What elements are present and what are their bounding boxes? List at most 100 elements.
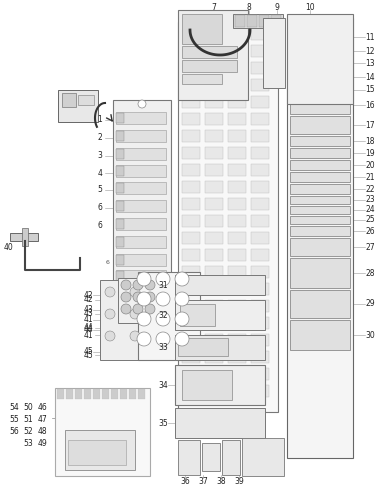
- Text: 45: 45: [83, 350, 93, 360]
- Text: 40: 40: [3, 244, 13, 252]
- Bar: [228, 198, 246, 210]
- Circle shape: [137, 332, 151, 346]
- Bar: [205, 96, 223, 108]
- Text: 35: 35: [158, 419, 168, 428]
- Bar: [205, 317, 223, 329]
- Bar: [182, 215, 200, 227]
- Text: 45: 45: [83, 347, 93, 357]
- Bar: [290, 160, 350, 170]
- Bar: [205, 368, 223, 380]
- Text: 44: 44: [83, 326, 93, 335]
- Bar: [58, 90, 98, 122]
- Bar: [182, 266, 200, 278]
- Circle shape: [175, 292, 189, 306]
- Bar: [290, 70, 350, 84]
- Bar: [228, 164, 246, 176]
- Bar: [116, 254, 166, 266]
- Text: 44: 44: [83, 324, 93, 333]
- Bar: [228, 181, 246, 193]
- Bar: [182, 74, 222, 84]
- Bar: [116, 148, 166, 160]
- Text: 33: 33: [158, 342, 168, 351]
- Text: 53: 53: [23, 439, 33, 449]
- Bar: [116, 218, 166, 230]
- Bar: [228, 351, 246, 363]
- Bar: [118, 278, 166, 323]
- Text: 36: 36: [180, 476, 190, 486]
- Bar: [205, 351, 223, 363]
- Bar: [182, 62, 200, 74]
- Text: 15: 15: [365, 86, 375, 94]
- Bar: [228, 45, 246, 57]
- Text: 6: 6: [106, 259, 110, 265]
- Text: 4: 4: [98, 168, 102, 178]
- Bar: [228, 249, 246, 261]
- Text: 47: 47: [37, 416, 47, 425]
- Bar: [242, 438, 284, 476]
- Bar: [182, 198, 200, 210]
- Bar: [175, 300, 265, 330]
- Bar: [75, 389, 82, 399]
- Text: 51: 51: [23, 416, 33, 425]
- Bar: [228, 283, 246, 295]
- Circle shape: [175, 272, 189, 286]
- Bar: [251, 198, 269, 210]
- Bar: [251, 181, 269, 193]
- Bar: [228, 385, 246, 397]
- Bar: [138, 389, 145, 399]
- Bar: [116, 201, 124, 211]
- Circle shape: [130, 287, 140, 297]
- Bar: [175, 365, 265, 405]
- Text: 7: 7: [211, 3, 216, 12]
- Bar: [205, 249, 223, 261]
- Bar: [205, 232, 223, 244]
- Circle shape: [130, 331, 140, 341]
- Bar: [116, 236, 166, 248]
- Bar: [182, 232, 200, 244]
- Circle shape: [175, 312, 189, 326]
- Bar: [178, 10, 248, 100]
- Text: 49: 49: [37, 439, 47, 449]
- Bar: [251, 62, 269, 74]
- Bar: [178, 338, 228, 356]
- Bar: [182, 113, 200, 125]
- Bar: [182, 164, 200, 176]
- Bar: [251, 317, 269, 329]
- Bar: [251, 79, 269, 91]
- Bar: [182, 46, 237, 58]
- Bar: [116, 200, 166, 212]
- Circle shape: [145, 280, 155, 290]
- Bar: [129, 389, 136, 399]
- Bar: [182, 147, 200, 159]
- Text: 18: 18: [365, 136, 375, 146]
- Bar: [182, 249, 200, 261]
- Bar: [290, 148, 350, 158]
- Bar: [205, 130, 223, 142]
- Bar: [205, 62, 223, 74]
- Bar: [178, 440, 200, 475]
- Text: 21: 21: [365, 173, 375, 182]
- Bar: [116, 183, 124, 193]
- Text: 28: 28: [365, 269, 375, 277]
- Bar: [111, 389, 118, 399]
- Bar: [251, 300, 269, 312]
- Bar: [68, 440, 126, 465]
- Bar: [287, 14, 353, 104]
- Text: 54: 54: [9, 403, 19, 412]
- Circle shape: [133, 292, 143, 302]
- Text: 23: 23: [365, 195, 375, 205]
- Bar: [205, 45, 223, 57]
- Text: 42: 42: [83, 290, 93, 300]
- Bar: [228, 215, 246, 227]
- Circle shape: [133, 304, 143, 314]
- Bar: [290, 320, 350, 350]
- Bar: [205, 28, 223, 40]
- Bar: [228, 96, 246, 108]
- Text: 9: 9: [275, 3, 279, 12]
- Bar: [290, 184, 350, 194]
- Bar: [251, 351, 269, 363]
- Bar: [120, 389, 127, 399]
- Bar: [116, 255, 124, 265]
- Text: 56: 56: [9, 428, 19, 436]
- Bar: [205, 113, 223, 125]
